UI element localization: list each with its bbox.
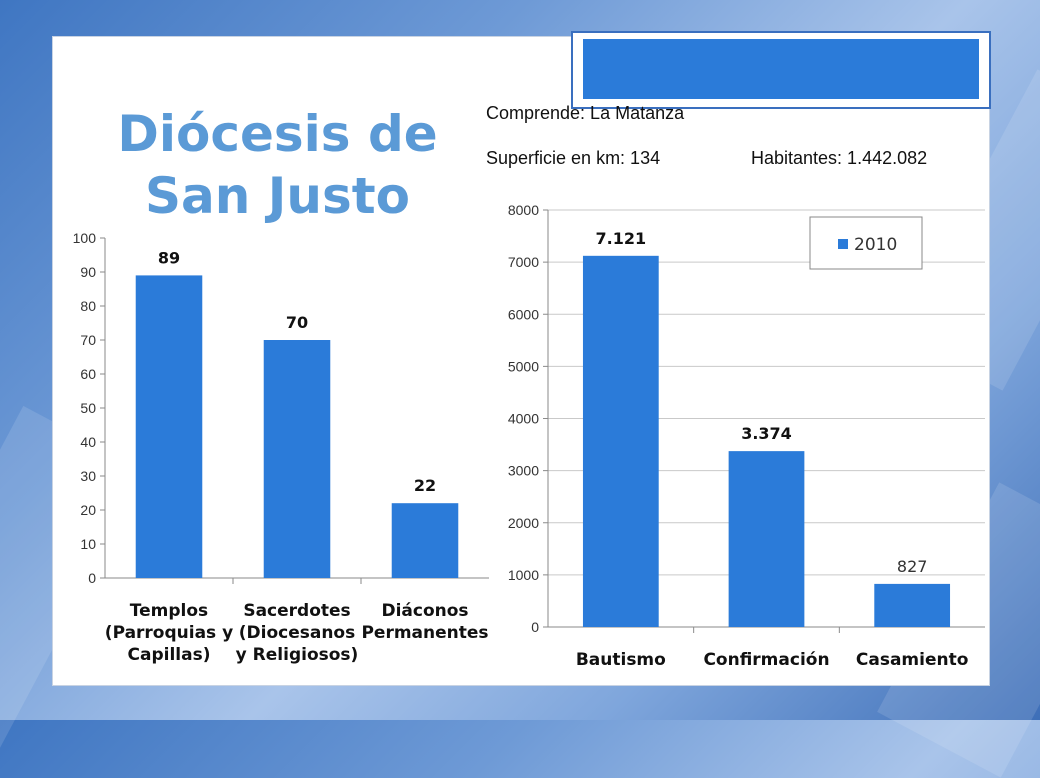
- y-tick-label: 70: [80, 332, 96, 348]
- category-label: y Religiosos): [236, 645, 359, 665]
- data-label: 22: [414, 476, 436, 495]
- habitantes-text: Habitantes: 1.442.082: [751, 148, 928, 168]
- category-label: Capillas): [128, 645, 211, 665]
- title-line-2: San Justo: [145, 167, 410, 225]
- legend: 2010: [809, 216, 923, 270]
- data-label: 827: [897, 557, 928, 576]
- category-label: Sacerdotes: [243, 601, 350, 621]
- y-tick-label: 80: [80, 298, 96, 314]
- data-label: 3.374: [741, 424, 792, 443]
- bar: [874, 583, 951, 627]
- data-label: 89: [158, 248, 180, 267]
- category-label: Bautismo: [576, 650, 666, 670]
- category-label: Diáconos: [381, 601, 468, 621]
- chart-sacraments: 0 1000 2000 3000 4000 5000 6000 7000 8000 7.121 Ba…: [508, 202, 985, 670]
- y-tick-label: 0: [88, 570, 96, 586]
- superficie-text: Superficie en km: 134: [486, 148, 661, 168]
- category-label: (Parroquias y: [105, 623, 233, 643]
- bar: [391, 503, 459, 578]
- legend-box: [809, 216, 923, 270]
- comprende-text: Comprende: La Matanza: [486, 103, 685, 123]
- category-label: Casamiento: [856, 650, 969, 670]
- category-label: (Diocesanos: [239, 623, 356, 643]
- y-tick-label: 10: [80, 536, 96, 552]
- y-tick-label: 50: [80, 400, 96, 416]
- y-tick-label: 1000: [508, 567, 539, 583]
- data-label: 70: [286, 313, 308, 332]
- legend-swatch: [838, 239, 848, 249]
- y-tick-label: 90: [80, 264, 96, 280]
- y-tick-label: 100: [73, 230, 97, 246]
- y-tick-label: 6000: [508, 306, 539, 322]
- y-tick-label: 60: [80, 366, 96, 382]
- y-tick-label: 8000: [508, 202, 539, 218]
- category-label: Permanentes: [361, 623, 488, 643]
- slide: Diócesis de San Justo Comprende: La Mata…: [52, 31, 991, 686]
- bar: [135, 275, 203, 578]
- category-label: Templos: [130, 601, 208, 621]
- bar: [582, 255, 659, 627]
- chart-clergy-and-temples: 0 10 20 30 40 50 60 70 80 90 100 89 Templos(Parroqui…: [73, 230, 489, 665]
- y-tick-label: 4000: [508, 411, 539, 427]
- y-tick-label: 7000: [508, 254, 539, 270]
- bar: [728, 451, 805, 627]
- category-label: Confirmación: [703, 650, 829, 670]
- header-decoration-box: [571, 31, 991, 109]
- slide-title: Diócesis de San Justo: [105, 103, 450, 227]
- y-tick-label: 5000: [508, 358, 539, 374]
- y-tick-label: 40: [80, 434, 96, 450]
- header-decoration-fill: [583, 39, 979, 99]
- y-tick-label: 3000: [508, 463, 539, 479]
- data-label: 7.121: [596, 229, 647, 248]
- title-line-1: Diócesis de: [117, 105, 438, 163]
- bar: [263, 340, 331, 578]
- legend-label: 2010: [854, 235, 897, 255]
- y-tick-label: 0: [531, 619, 539, 635]
- y-tick-label: 30: [80, 468, 96, 484]
- y-tick-label: 2000: [508, 515, 539, 531]
- y-tick-label: 20: [80, 502, 96, 518]
